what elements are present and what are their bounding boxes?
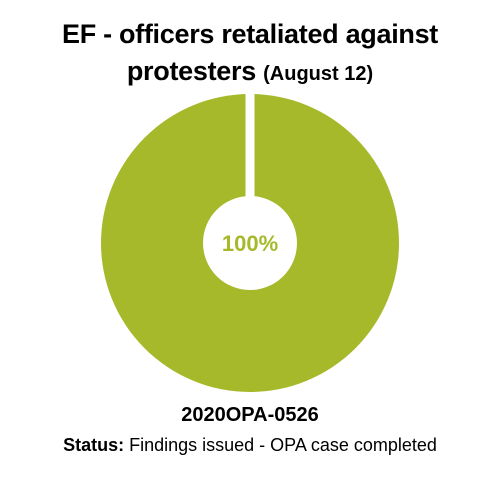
status-label: Status:: [63, 435, 125, 455]
case-number: 2020OPA-0526: [181, 404, 319, 426]
chart-title-date: (August 12): [263, 63, 374, 85]
chart-title: EF - officers retaliated against protest…: [0, 16, 500, 93]
status-line: Status: Findings issued - OPA case compl…: [0, 432, 500, 458]
center-percent-label: 100%: [222, 231, 278, 256]
chart-title-line2: protesters (August 12): [0, 53, 500, 93]
status-value: Findings issued - OPA case completed: [129, 435, 437, 455]
chart-title-line1: EF - officers retaliated against: [61, 19, 438, 49]
chart-title-main-part: protesters: [126, 56, 256, 86]
donut-center: [203, 196, 297, 290]
